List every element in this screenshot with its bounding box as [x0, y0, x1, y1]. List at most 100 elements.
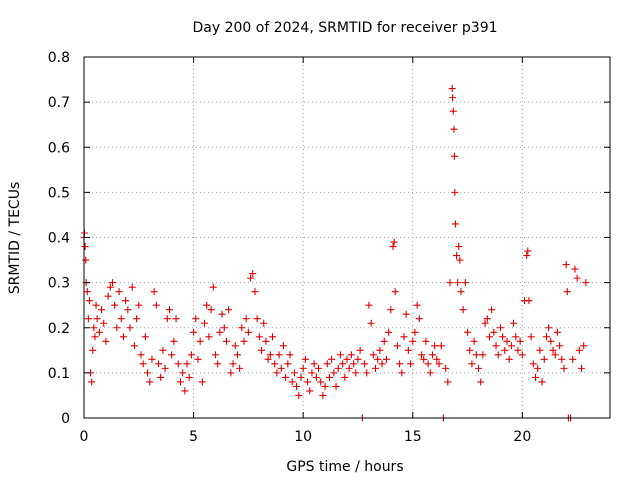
data-point	[494, 351, 502, 359]
y-tick-label: 0	[61, 411, 70, 427]
data-point	[444, 378, 452, 386]
data-point	[286, 351, 294, 359]
data-point	[451, 188, 459, 196]
data-point	[299, 364, 307, 372]
data-point	[196, 337, 204, 345]
data-point	[157, 373, 165, 381]
x-axis-label: GPS time / hours	[286, 459, 403, 475]
data-point	[92, 301, 100, 309]
data-point	[336, 351, 344, 359]
data-point	[190, 328, 198, 336]
data-point	[304, 378, 312, 386]
data-point	[85, 297, 93, 305]
data-point	[542, 333, 550, 341]
data-point	[352, 369, 360, 377]
data-point	[449, 94, 457, 102]
data-point	[141, 333, 149, 341]
data-point	[411, 328, 419, 336]
data-points	[80, 85, 590, 422]
y-tick-label: 0.5	[48, 185, 70, 201]
data-point	[93, 315, 101, 323]
data-point	[81, 243, 89, 251]
data-point	[310, 360, 318, 368]
data-point	[152, 301, 160, 309]
data-point	[229, 360, 237, 368]
data-point	[165, 306, 173, 314]
data-point	[264, 355, 272, 363]
data-point	[400, 333, 408, 341]
data-point	[380, 337, 388, 345]
data-point	[275, 351, 283, 359]
data-point	[102, 337, 110, 345]
data-point	[571, 265, 579, 273]
data-point	[464, 328, 472, 336]
data-point	[396, 360, 404, 368]
data-point	[356, 346, 364, 354]
y-tick-label: 0.7	[48, 95, 70, 111]
data-point	[150, 288, 158, 296]
data-point	[297, 373, 305, 381]
data-point	[306, 387, 314, 395]
data-point	[505, 355, 513, 363]
plot-frame	[83, 56, 611, 419]
data-point	[319, 391, 327, 399]
data-point	[179, 369, 187, 377]
data-point	[148, 355, 156, 363]
data-point	[98, 306, 106, 314]
data-point	[492, 342, 500, 350]
data-point	[422, 337, 430, 345]
data-point	[328, 355, 336, 363]
data-point	[84, 315, 92, 323]
data-point	[260, 319, 268, 327]
data-point	[385, 328, 393, 336]
data-point	[343, 355, 351, 363]
data-point	[569, 355, 577, 363]
data-point	[170, 337, 178, 345]
data-point	[524, 247, 532, 255]
data-point	[525, 297, 533, 305]
data-point	[562, 261, 570, 269]
data-point	[485, 333, 493, 341]
data-point	[527, 333, 535, 341]
data-point	[115, 288, 123, 296]
data-point	[481, 319, 489, 327]
data-point	[104, 292, 112, 300]
y-tick-label: 0.3	[48, 276, 70, 292]
data-point	[321, 382, 329, 390]
data-point	[308, 369, 316, 377]
x-tick-label: 10	[294, 429, 312, 445]
data-point	[122, 297, 130, 305]
data-point	[503, 337, 511, 345]
data-point	[575, 346, 583, 354]
data-point	[317, 378, 325, 386]
data-point	[91, 333, 99, 341]
data-point	[382, 355, 390, 363]
data-point	[376, 346, 384, 354]
data-point	[332, 382, 340, 390]
data-point	[82, 256, 90, 264]
data-point	[507, 342, 515, 350]
data-point	[387, 306, 395, 314]
data-point	[450, 125, 458, 133]
chart-title: Day 200 of 2024, SRMTID for receiver p39…	[192, 20, 497, 36]
data-point	[244, 328, 252, 336]
data-point	[247, 274, 255, 282]
data-point	[268, 333, 276, 341]
data-point	[547, 337, 555, 345]
data-point	[514, 346, 522, 354]
data-point	[253, 315, 261, 323]
data-point	[371, 364, 379, 372]
data-point	[124, 306, 132, 314]
data-point	[457, 288, 465, 296]
x-tick-label: 0	[80, 429, 89, 445]
data-point	[128, 283, 136, 291]
data-point	[181, 387, 189, 395]
data-point	[222, 337, 230, 345]
data-point	[560, 364, 568, 372]
data-point	[133, 315, 141, 323]
data-point	[393, 342, 401, 350]
data-point	[146, 378, 154, 386]
data-point	[183, 360, 191, 368]
data-point	[456, 256, 464, 264]
y-tick-label: 0.6	[48, 140, 70, 156]
